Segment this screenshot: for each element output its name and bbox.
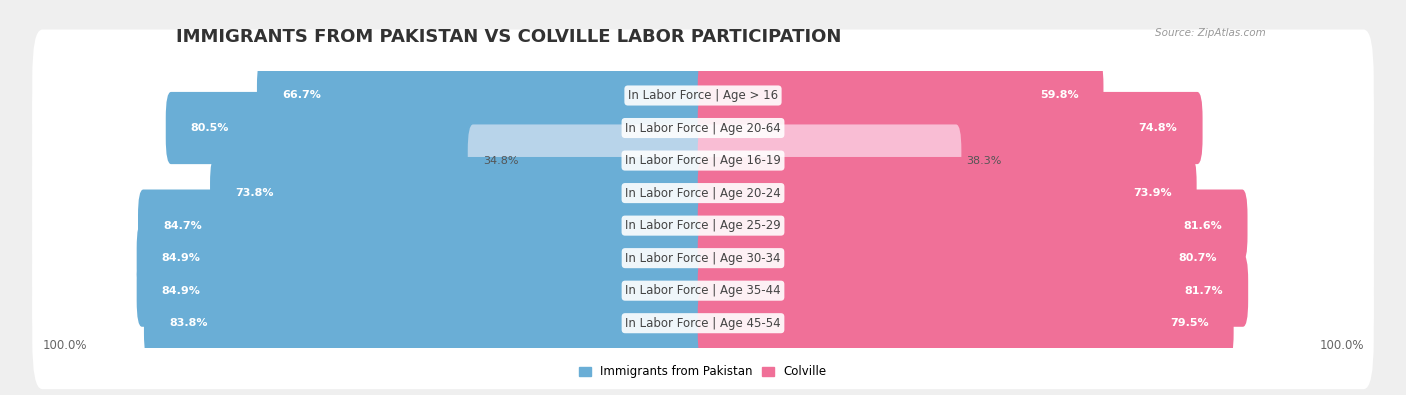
FancyBboxPatch shape <box>697 157 1197 229</box>
Text: 79.5%: 79.5% <box>1170 318 1209 328</box>
Text: 81.7%: 81.7% <box>1184 286 1223 296</box>
Text: 83.8%: 83.8% <box>169 318 208 328</box>
FancyBboxPatch shape <box>468 124 709 197</box>
Text: IMMIGRANTS FROM PAKISTAN VS COLVILLE LABOR PARTICIPATION: IMMIGRANTS FROM PAKISTAN VS COLVILLE LAB… <box>176 28 841 46</box>
Text: 81.6%: 81.6% <box>1184 221 1222 231</box>
Text: 84.9%: 84.9% <box>162 286 201 296</box>
FancyBboxPatch shape <box>32 192 1374 324</box>
FancyBboxPatch shape <box>32 62 1374 194</box>
FancyBboxPatch shape <box>697 287 1233 359</box>
FancyBboxPatch shape <box>143 287 709 359</box>
Text: 100.0%: 100.0% <box>42 339 87 352</box>
Text: 73.9%: 73.9% <box>1133 188 1171 198</box>
Text: In Labor Force | Age > 16: In Labor Force | Age > 16 <box>628 89 778 102</box>
FancyBboxPatch shape <box>32 127 1374 259</box>
Text: In Labor Force | Age 35-44: In Labor Force | Age 35-44 <box>626 284 780 297</box>
FancyBboxPatch shape <box>138 190 709 262</box>
Text: 100.0%: 100.0% <box>1319 339 1364 352</box>
FancyBboxPatch shape <box>136 222 709 294</box>
Text: 66.7%: 66.7% <box>283 90 321 100</box>
FancyBboxPatch shape <box>697 124 962 197</box>
Text: In Labor Force | Age 20-24: In Labor Force | Age 20-24 <box>626 186 780 199</box>
FancyBboxPatch shape <box>32 160 1374 292</box>
Text: 74.8%: 74.8% <box>1139 123 1177 133</box>
FancyBboxPatch shape <box>209 157 709 229</box>
FancyBboxPatch shape <box>32 257 1374 389</box>
Text: 80.7%: 80.7% <box>1178 253 1216 263</box>
Text: In Labor Force | Age 20-64: In Labor Force | Age 20-64 <box>626 122 780 135</box>
Text: 34.8%: 34.8% <box>482 156 519 166</box>
FancyBboxPatch shape <box>697 59 1104 132</box>
FancyBboxPatch shape <box>257 59 709 132</box>
Text: 38.3%: 38.3% <box>966 156 1001 166</box>
FancyBboxPatch shape <box>32 30 1374 162</box>
Text: Source: ZipAtlas.com: Source: ZipAtlas.com <box>1154 28 1265 38</box>
Legend: Immigrants from Pakistan, Colville: Immigrants from Pakistan, Colville <box>575 361 831 383</box>
FancyBboxPatch shape <box>32 95 1374 226</box>
Text: In Labor Force | Age 45-54: In Labor Force | Age 45-54 <box>626 317 780 330</box>
Text: 73.8%: 73.8% <box>235 188 274 198</box>
FancyBboxPatch shape <box>697 92 1202 164</box>
Text: 84.9%: 84.9% <box>162 253 201 263</box>
FancyBboxPatch shape <box>697 190 1247 262</box>
FancyBboxPatch shape <box>697 222 1241 294</box>
Text: 59.8%: 59.8% <box>1039 90 1078 100</box>
FancyBboxPatch shape <box>697 254 1249 327</box>
Text: In Labor Force | Age 16-19: In Labor Force | Age 16-19 <box>626 154 780 167</box>
Text: 84.7%: 84.7% <box>163 221 202 231</box>
FancyBboxPatch shape <box>136 254 709 327</box>
FancyBboxPatch shape <box>32 225 1374 357</box>
Text: In Labor Force | Age 25-29: In Labor Force | Age 25-29 <box>626 219 780 232</box>
Text: 80.5%: 80.5% <box>191 123 229 133</box>
FancyBboxPatch shape <box>166 92 709 164</box>
Text: In Labor Force | Age 30-34: In Labor Force | Age 30-34 <box>626 252 780 265</box>
